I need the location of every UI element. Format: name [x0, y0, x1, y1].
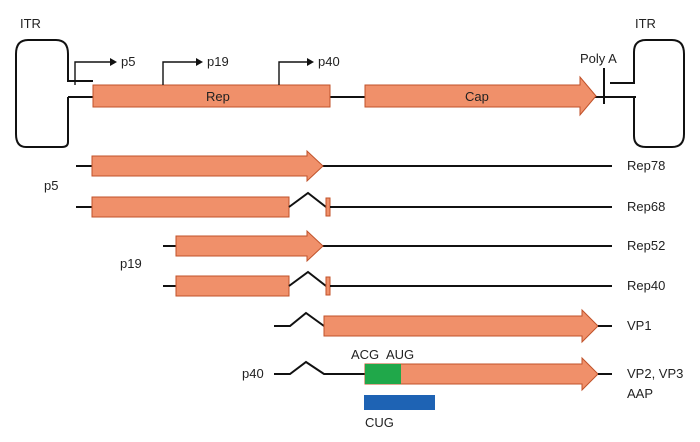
- aap-label: AAP: [627, 386, 653, 401]
- rep40-splice-intron: [288, 270, 327, 287]
- rep68-label: Rep68: [627, 199, 665, 214]
- p19-label: p19: [207, 54, 229, 69]
- p5-promoter-arrow: [74, 61, 110, 85]
- acg-start-codon-box: [365, 364, 401, 384]
- rep40-orf-box: [175, 275, 290, 297]
- rep68-splice-intron: [288, 191, 327, 208]
- p40-group-label: p40: [242, 366, 264, 381]
- cap-gene-label: Cap: [465, 89, 489, 104]
- transcript-rep68: Rep68: [76, 191, 665, 218]
- left-itr-hairpin: [15, 39, 93, 148]
- rep52-orf-arrow: [175, 229, 324, 263]
- transcript-rep52: Rep52: [163, 229, 665, 263]
- left-itr-label: ITR: [20, 16, 41, 31]
- acg-label: ACG: [351, 347, 379, 362]
- vp23-orf-arrow: [364, 356, 599, 392]
- right-itr-hairpin: [610, 39, 685, 148]
- transcript-vp2-vp3: p40 ACG AUG CUG VP2, VP3 AAP: [242, 347, 683, 430]
- cap-gene-arrow: [364, 75, 597, 117]
- p19-arrowhead: [196, 58, 203, 66]
- transcript-vp1: VP1: [274, 308, 652, 344]
- p40-arrowhead: [307, 58, 314, 66]
- transcript-rep40: Rep40: [163, 270, 665, 297]
- rep68-exon-tail: [325, 197, 331, 217]
- rep68-orf-box: [91, 196, 290, 218]
- genome-map: ITR ITR p5 p19 p40 Rep Cap Poly A: [15, 16, 685, 148]
- rep-gene-label: Rep: [206, 89, 230, 104]
- p40-label: p40: [318, 54, 340, 69]
- p19-promoter-arrow: [162, 61, 196, 85]
- cug-label: CUG: [365, 415, 394, 430]
- vp23-splice-intron: [274, 360, 365, 375]
- vp1-orf-arrow: [323, 308, 599, 344]
- vp1-splice-intron: [274, 311, 325, 327]
- right-itr-label: ITR: [635, 16, 656, 31]
- vp2-vp3-label: VP2, VP3: [627, 366, 683, 381]
- transcript-rep78: Rep78: [76, 149, 665, 183]
- vp1-label: VP1: [627, 318, 652, 333]
- aap-cug-bar: [364, 395, 435, 410]
- rep52-label: Rep52: [627, 238, 665, 253]
- p40-promoter-arrow: [278, 61, 307, 85]
- p5-arrowhead: [110, 58, 117, 66]
- p5-group-label: p5: [44, 178, 58, 193]
- aug-label: AUG: [386, 347, 414, 362]
- rep-gene-box: [92, 84, 331, 108]
- rep78-orf-arrow: [91, 149, 324, 183]
- p5-label: p5: [121, 54, 135, 69]
- rep40-label: Rep40: [627, 278, 665, 293]
- p19-group-label: p19: [120, 256, 142, 271]
- rep78-label: Rep78: [627, 158, 665, 173]
- polya-label: Poly A: [580, 51, 617, 66]
- rep40-exon-tail: [325, 276, 331, 296]
